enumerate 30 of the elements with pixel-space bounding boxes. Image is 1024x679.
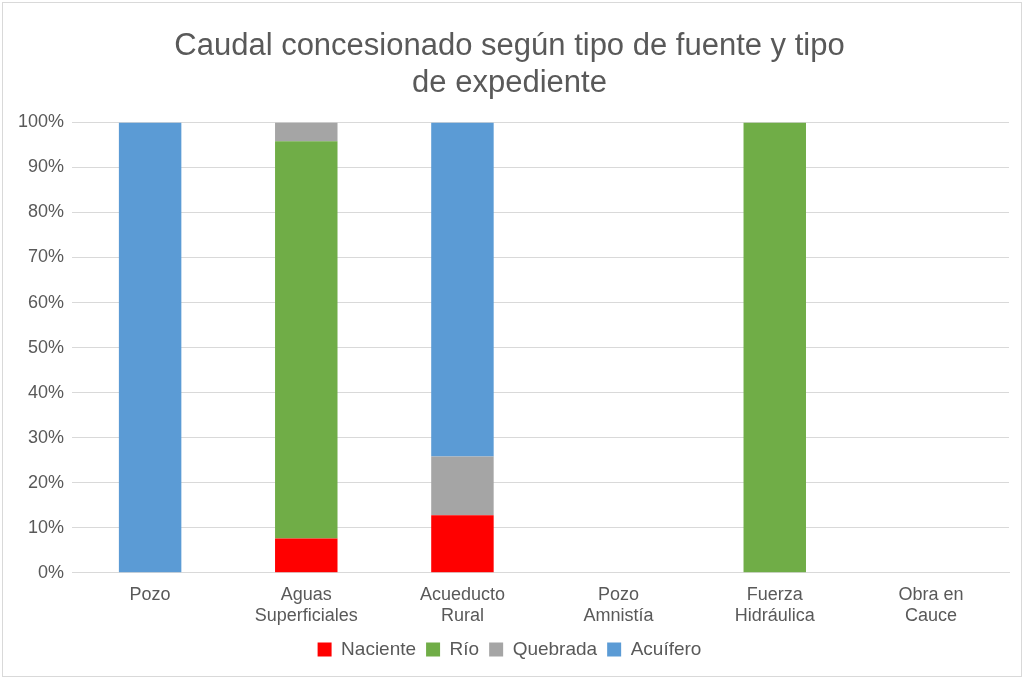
bar (275, 122, 338, 142)
y-tick-label: 60% (28, 291, 65, 312)
chart-title: Caudal concesionado según tipo de fuente y tipo de expediente (174, 27, 845, 100)
bar (431, 515, 494, 573)
x-tick-label: Pozo Amnistía (583, 583, 655, 626)
y-tick-label: 50% (28, 336, 65, 357)
y-tick-label: 30% (28, 426, 65, 447)
x-tick-label: Fuerza Hidráulica (734, 583, 816, 626)
y-tick-label: 20% (28, 471, 65, 492)
legend-label: Quebrada (512, 637, 598, 659)
x-tick-label: Acueducto Rural (419, 583, 505, 626)
bar (431, 456, 494, 516)
legend-label: Naciente (341, 637, 417, 659)
bar (431, 122, 494, 457)
y-tick-label: 90% (28, 156, 65, 177)
y-tick-label: 100% (17, 111, 65, 132)
y-tick-label: 40% (28, 381, 65, 402)
y-tick-label: 10% (28, 516, 65, 537)
bar (118, 122, 182, 573)
x-tick-label: Aguas Superficiales (254, 583, 358, 626)
bar (275, 538, 338, 573)
x-tick-label: Pozo (129, 583, 171, 604)
y-tick-label: 70% (28, 246, 65, 267)
y-tick-label: 0% (38, 561, 65, 582)
y-tick-label: 80% (28, 201, 65, 222)
x-tick-label: Obra en Cauce (898, 583, 964, 626)
legend-label: Acuífero (630, 637, 702, 659)
bar (743, 122, 806, 573)
legend-label: Río (449, 637, 480, 659)
bar (275, 141, 338, 539)
